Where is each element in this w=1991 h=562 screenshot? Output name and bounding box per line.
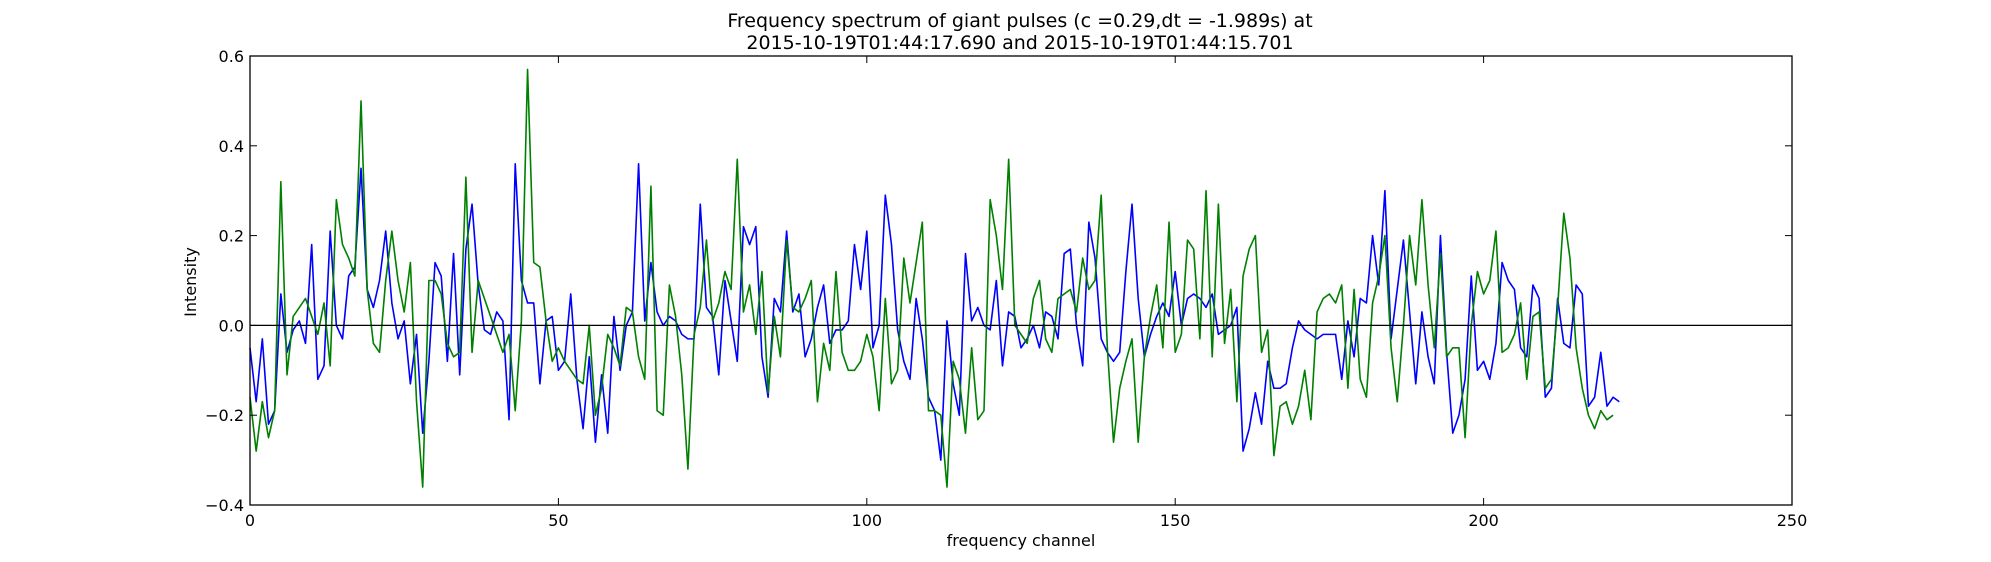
y-axis-label: Intensity [181, 247, 200, 317]
x-axis-label: frequency channel [947, 531, 1096, 550]
y-tick-label: 0.2 [219, 227, 244, 246]
y-tick-label: 0.6 [219, 47, 244, 66]
x-axis-ticks: 0 50 100 150 200 250 [245, 56, 1807, 530]
x-tick-label: 150 [1160, 511, 1191, 530]
y-tick-label: −0.4 [205, 496, 244, 515]
y-tick-label: 0.4 [219, 137, 244, 156]
plot-area [250, 56, 1792, 505]
series-line-2 [249, 68, 1614, 488]
chart-title-line-2: 2015-10-19T01:44:17.690 and 2015-10-19T0… [746, 32, 1293, 54]
series-layer [249, 68, 1620, 488]
x-tick-label: 100 [852, 511, 883, 530]
x-tick-label: 250 [1777, 511, 1808, 530]
chart-title-line-1: Frequency spectrum of giant pulses (c =0… [727, 10, 1312, 32]
plot-border [249, 55, 1793, 506]
y-tick-label: 0.0 [219, 316, 244, 335]
y-tick-label: −0.2 [205, 406, 244, 425]
x-tick-label: 200 [1468, 511, 1499, 530]
x-tick-label: 50 [548, 511, 568, 530]
x-tick-label: 0 [245, 511, 255, 530]
y-axis-ticks: −0.4 −0.2 0.0 0.2 0.4 0.6 [205, 47, 1792, 515]
